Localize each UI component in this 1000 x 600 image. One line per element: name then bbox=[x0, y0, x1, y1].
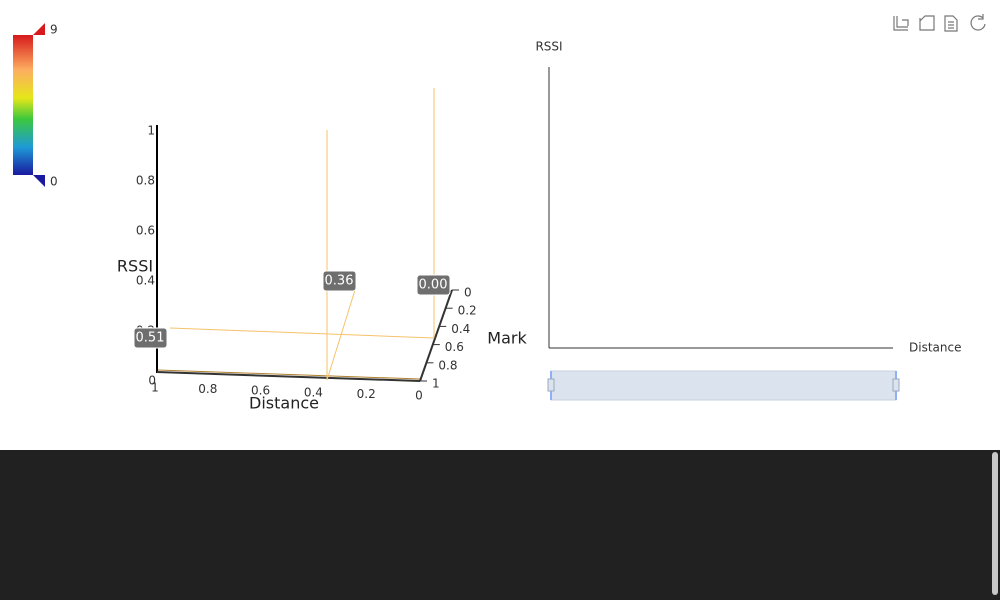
point-label-box bbox=[133, 327, 168, 349]
y-axis-name: Mark bbox=[487, 329, 527, 348]
data-zoom[interactable] bbox=[547, 370, 900, 401]
color-bar bbox=[13, 35, 33, 175]
x-axis bbox=[156, 371, 421, 382]
y-tick-label: 1 bbox=[432, 377, 440, 391]
x-axis-name: Distance bbox=[249, 394, 319, 413]
z-axis-name: RSSI bbox=[117, 257, 153, 276]
z-tick-label: 0.4 bbox=[136, 274, 155, 288]
max-handle[interactable] bbox=[33, 23, 45, 35]
point-label: 0.36 bbox=[325, 274, 354, 289]
y-tick-label: 0 bbox=[464, 286, 472, 300]
y-tick-label: 0.6 bbox=[445, 340, 464, 354]
chart-3d: RSSI Distance Mark 0 0.2 0.4 0.6 0.8 1 1 0.8 0.6… bbox=[117, 88, 527, 413]
zoom-icon[interactable] bbox=[893, 16, 909, 31]
z-tick-label: 0 bbox=[148, 374, 156, 388]
y-tick-label: 0.4 bbox=[451, 322, 470, 336]
point-label-box bbox=[416, 274, 451, 296]
y-axis bbox=[419, 289, 453, 382]
toolbox bbox=[893, 14, 986, 32]
y-tick-label: 0.2 bbox=[458, 304, 477, 318]
y-axis-name: RSSI bbox=[535, 40, 562, 54]
z-tick-label: 0.8 bbox=[136, 174, 155, 188]
x-tick-label: 0.2 bbox=[357, 387, 376, 401]
restore-icon[interactable] bbox=[970, 14, 986, 31]
drop-line bbox=[326, 289, 356, 381]
x-tick-label: 0.8 bbox=[198, 382, 217, 396]
max-label: 9 bbox=[50, 23, 58, 37]
point-label: 0.00 bbox=[419, 278, 448, 293]
zoom-handle[interactable] bbox=[547, 378, 555, 392]
min-label: 0 bbox=[50, 175, 58, 189]
chart-2d: RSSI Distance bbox=[535, 40, 961, 401]
zoom-reset-icon[interactable] bbox=[919, 15, 935, 31]
x-tick-label: 0.4 bbox=[304, 385, 323, 399]
visual-map[interactable]: 9 0 bbox=[13, 23, 58, 189]
point-label-box bbox=[322, 270, 357, 292]
x-tick-label: 0 bbox=[415, 389, 423, 403]
min-handle[interactable] bbox=[33, 175, 45, 187]
scrollbar[interactable] bbox=[992, 452, 998, 595]
z-tick-label: 0.6 bbox=[136, 224, 155, 238]
bottom-panel bbox=[0, 450, 1000, 600]
z-tick-label: 1 bbox=[147, 124, 155, 138]
x-tick-label: 1 bbox=[151, 381, 159, 395]
point-label: 0.51 bbox=[136, 331, 165, 346]
x-axis-shadow bbox=[157, 369, 421, 380]
zoom-handle[interactable] bbox=[892, 378, 900, 392]
x-tick-label: 0.6 bbox=[251, 384, 270, 398]
zoom-window[interactable] bbox=[550, 370, 897, 401]
data-view-icon[interactable] bbox=[944, 15, 958, 32]
x-axis-name: Distance bbox=[909, 341, 961, 355]
y-tick-label: 0.8 bbox=[438, 358, 457, 372]
drop-line bbox=[169, 327, 435, 339]
